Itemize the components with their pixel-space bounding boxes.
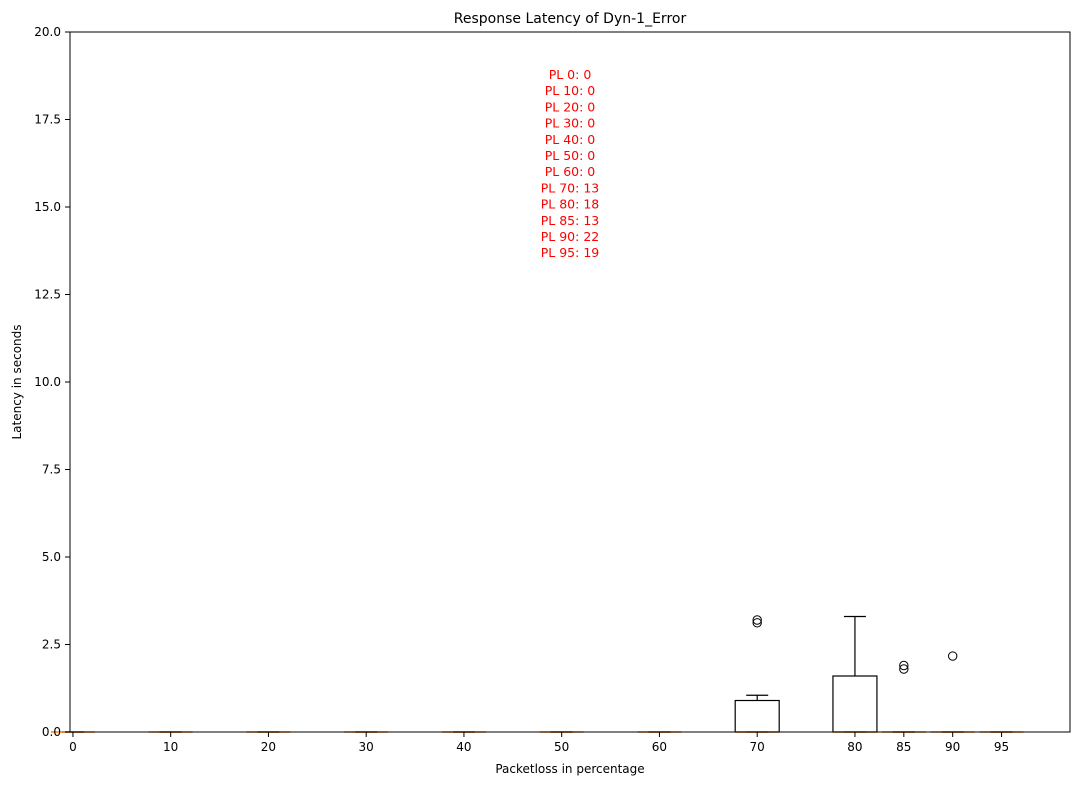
outlier-point-85-0 [899, 664, 909, 674]
marks-layer [50, 615, 1024, 733]
x-tick-label-70: 70 [750, 740, 765, 754]
y-tick-label-0: 0.0 [42, 725, 61, 739]
annotation-line: PL 10: 0 [545, 83, 596, 98]
annotation-line: PL 20: 0 [545, 99, 596, 114]
box-80 [832, 675, 878, 733]
chart-title: Response Latency of Dyn-1_Error [454, 11, 687, 27]
annotation-line: PL 30: 0 [545, 116, 596, 131]
annotation-line: PL 70: 13 [541, 180, 599, 195]
annotation-line: PL 50: 0 [545, 148, 596, 163]
box-group-70 [734, 615, 780, 733]
outlier-point-90-0 [947, 651, 958, 661]
y-tick-label-3: 7.5 [42, 463, 61, 477]
outlier-point-70-1 [752, 615, 762, 625]
box-group-90 [930, 651, 975, 733]
x-tick-label-40: 40 [456, 740, 471, 754]
x-tick-label-30: 30 [359, 740, 374, 754]
annotation-line: PL 95: 19 [541, 245, 600, 260]
x-tick-label-10: 10 [163, 740, 178, 754]
y-tick-label-8: 20.0 [34, 25, 61, 39]
y-tick-label-2: 5.0 [42, 550, 61, 564]
annotation-line: PL 40: 0 [545, 132, 596, 147]
x-tick-label-90: 90 [945, 740, 960, 754]
box-group-80 [832, 615, 878, 733]
y-tick-label-7: 17.5 [34, 113, 61, 127]
annotation-line: PL 85: 13 [541, 213, 599, 228]
x-axis: 0 10 20 30 40 50 60 70 80 85 90 95 [69, 732, 1009, 754]
annotation-line: PL 90: 22 [541, 229, 599, 244]
annotation-line: PL 60: 0 [545, 164, 596, 179]
y-axis-label: Latency in seconds [10, 324, 24, 439]
y-tick-label-1: 2.5 [42, 638, 61, 652]
y-tick-label-5: 12.5 [34, 288, 61, 302]
x-tick-label-60: 60 [652, 740, 667, 754]
annotation-line: PL 80: 18 [541, 197, 600, 212]
x-tick-label-85: 85 [896, 740, 911, 754]
outlier-point-85-1 [899, 660, 909, 671]
y-axis: 0.0 2.5 5.0 7.5 10.0 12.5 15.0 17.5 20.0 [34, 25, 70, 739]
y-tick-label-4: 10.0 [34, 375, 61, 389]
box-70 [734, 699, 780, 733]
annotation-layer: PL 0: 0PL 10: 0PL 20: 0PL 30: 0PL 40: 0P… [541, 67, 600, 260]
x-tick-label-50: 50 [554, 740, 569, 754]
x-tick-label-20: 20 [261, 740, 276, 754]
x-axis-label: Packetloss in percentage [495, 762, 644, 776]
x-tick-label-95: 95 [994, 740, 1009, 754]
annotation-line: PL 0: 0 [549, 67, 592, 82]
outlier-point-70-0 [752, 618, 762, 628]
box-group-85 [881, 660, 926, 733]
x-tick-label-0: 0 [69, 740, 77, 754]
x-tick-label-80: 80 [847, 740, 862, 754]
y-tick-label-6: 15.0 [34, 200, 61, 214]
